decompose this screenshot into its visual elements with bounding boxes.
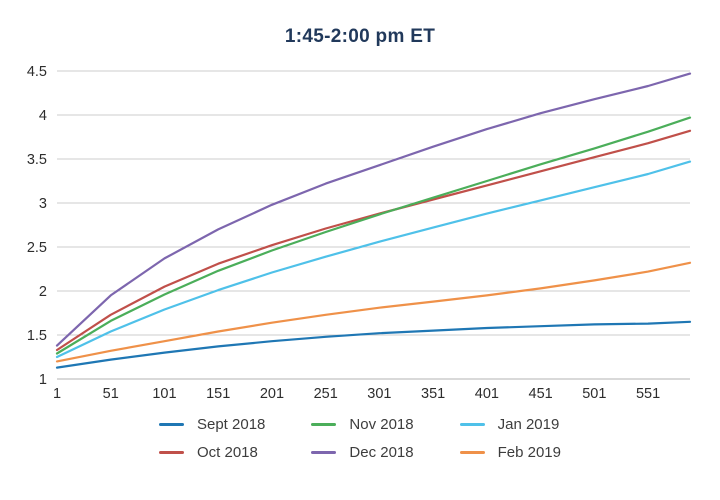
legend-label: Nov 2018 <box>349 415 414 433</box>
x-tick-label: 1 <box>53 386 61 402</box>
series-line-oct-2018 <box>55 129 692 352</box>
legend-label: Feb 2019 <box>497 443 561 461</box>
x-tick-label: 401 <box>475 386 499 402</box>
chart-title: 1:45-2:00 pm ET <box>284 26 436 47</box>
legend-item-sept-2018: Sept 2018 <box>158 414 266 434</box>
legend-item-oct-2018: Oct 2018 <box>158 442 265 462</box>
legend-item-jan-2019: Jan 2019 <box>459 414 561 434</box>
x-tick-label: 351 <box>421 386 445 402</box>
series-swatch-feb-2019 <box>459 450 485 454</box>
x-tick-label: 101 <box>152 386 176 402</box>
x-tick-label: 451 <box>529 386 553 402</box>
legend-column: Sept 2018 Oct 2018 <box>158 414 266 462</box>
series-swatch-jan-2019 <box>459 422 485 426</box>
y-tick-label: 1 <box>39 372 47 388</box>
series-swatch-nov-2018 <box>311 422 337 426</box>
legend-column: Nov 2018 Dec 2018 <box>311 414 414 462</box>
series-swatch-sept-2018 <box>158 422 184 426</box>
chart-legend: Sept 2018 Oct 2018 Nov 2018 Dec 2018 Jan… <box>0 414 720 462</box>
y-tick-label: 2.5 <box>27 240 47 256</box>
x-tick-label: 201 <box>260 386 284 402</box>
series-line-dec-2018 <box>55 72 692 347</box>
legend-label: Jan 2019 <box>497 415 560 433</box>
legend-item-feb-2019: Feb 2019 <box>459 442 561 462</box>
x-tick-label: 51 <box>103 386 119 402</box>
x-tick-label: 501 <box>582 386 606 402</box>
series-swatch-oct-2018 <box>158 450 184 454</box>
x-tick-label: 301 <box>367 386 391 402</box>
series-swatch-dec-2018 <box>311 450 337 454</box>
plot-area: 11.522.533.544.51 51 101 151 201 251 301 351 401… <box>27 64 692 402</box>
legend-column: Jan 2019 Feb 2019 <box>459 414 561 462</box>
series-line-jan-2019 <box>55 160 692 359</box>
legend-item-nov-2018: Nov 2018 <box>311 414 414 434</box>
series-line-feb-2019 <box>55 261 692 363</box>
x-tick-label: 551 <box>636 386 660 402</box>
legend-label: Oct 2018 <box>196 443 258 461</box>
legend-label: Sept 2018 <box>196 415 266 433</box>
y-tick-label: 1.5 <box>27 328 47 344</box>
y-tick-label: 3.5 <box>27 152 47 168</box>
legend-label: Dec 2018 <box>349 443 414 461</box>
series-line-sept-2018 <box>55 320 692 369</box>
y-tick-label: 2 <box>39 284 47 300</box>
y-tick-label: 4.5 <box>27 64 47 80</box>
y-tick-label: 3 <box>39 196 47 212</box>
x-tick-label: 151 <box>206 386 230 402</box>
y-tick-label: 4 <box>39 108 47 124</box>
legend-item-dec-2018: Dec 2018 <box>311 442 414 462</box>
x-tick-label: 251 <box>314 386 338 402</box>
series-line-nov-2018 <box>55 116 692 355</box>
